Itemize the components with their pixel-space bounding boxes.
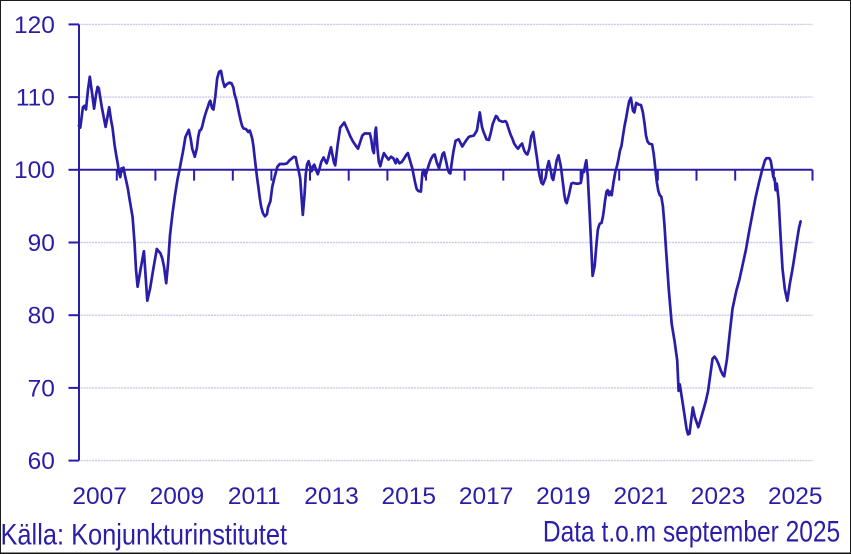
svg-text:90: 90: [28, 230, 55, 257]
svg-text:Data t.o.m september 2025: Data t.o.m september 2025: [543, 516, 840, 548]
svg-text:2017: 2017: [459, 483, 514, 510]
svg-text:2011: 2011: [228, 483, 281, 510]
svg-text:2009: 2009: [150, 483, 205, 510]
svg-text:100: 100: [14, 157, 55, 184]
svg-text:2019: 2019: [536, 483, 591, 510]
svg-text:2021: 2021: [613, 483, 668, 510]
svg-text:80: 80: [28, 303, 55, 330]
svg-text:2007: 2007: [72, 483, 127, 510]
svg-text:2015: 2015: [382, 483, 437, 510]
svg-text:120: 120: [14, 12, 55, 39]
svg-text:2023: 2023: [691, 483, 746, 510]
svg-text:Källa: Konjunkturinstitutet: Källa: Konjunkturinstitutet: [1, 518, 288, 551]
svg-text:2013: 2013: [304, 483, 359, 510]
svg-text:70: 70: [28, 375, 55, 402]
svg-text:2025: 2025: [768, 483, 823, 510]
svg-text:60: 60: [28, 448, 55, 475]
svg-text:110: 110: [16, 85, 55, 112]
